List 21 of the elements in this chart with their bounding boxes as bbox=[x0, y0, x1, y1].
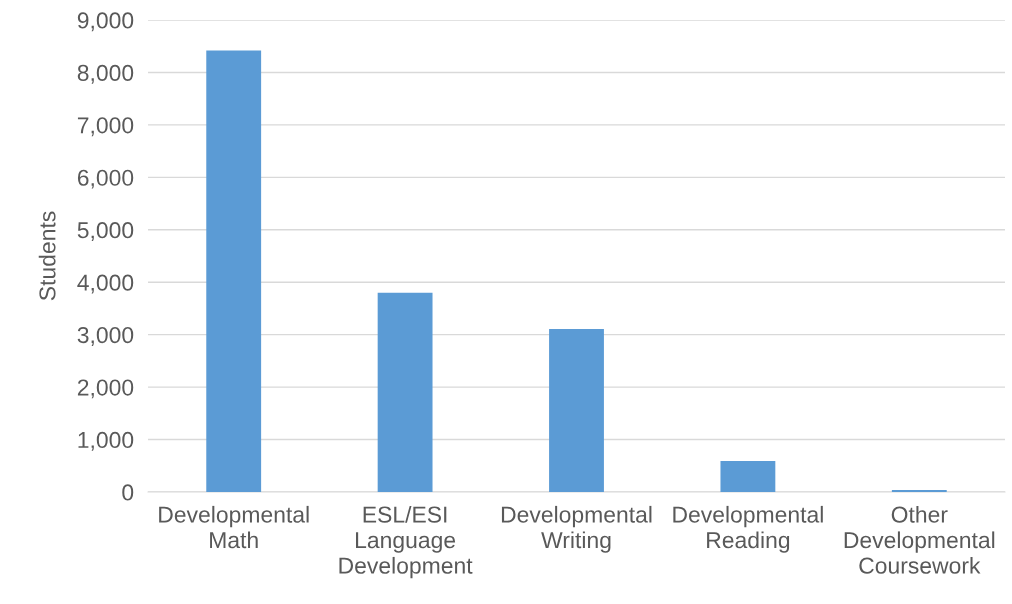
x-tick-label: Developmental Writing bbox=[501, 505, 652, 553]
y-tick-label: 1,000 bbox=[78, 431, 134, 451]
y-tick-label: 0 bbox=[122, 484, 134, 501]
y-tick-label: 8,000 bbox=[77, 64, 134, 84]
y-tick-label: 9,000 bbox=[77, 12, 134, 32]
x-tick-label: Other Developmental Coursework bbox=[844, 505, 995, 574]
bar bbox=[891, 489, 947, 492]
y-tick-label: 4,000 bbox=[77, 274, 134, 294]
y-tick-label: 6,000 bbox=[77, 169, 134, 189]
x-tick-label: Developmental Math bbox=[159, 505, 309, 549]
y-tick-label: 7,000 bbox=[77, 117, 134, 137]
y-tick-label: 5,000 bbox=[77, 222, 134, 242]
x-tick-label: ESL/ESI Language Development bbox=[339, 505, 473, 579]
bar bbox=[206, 50, 262, 492]
x-tick-label: Developmental Reading bbox=[673, 505, 823, 553]
bar bbox=[720, 461, 776, 492]
y-tick-label: 3,000 bbox=[77, 326, 134, 346]
bar bbox=[377, 292, 433, 492]
y-axis-title: Students bbox=[38, 211, 56, 301]
y-tick-label: 2,000 bbox=[77, 379, 134, 399]
bar bbox=[549, 328, 604, 492]
